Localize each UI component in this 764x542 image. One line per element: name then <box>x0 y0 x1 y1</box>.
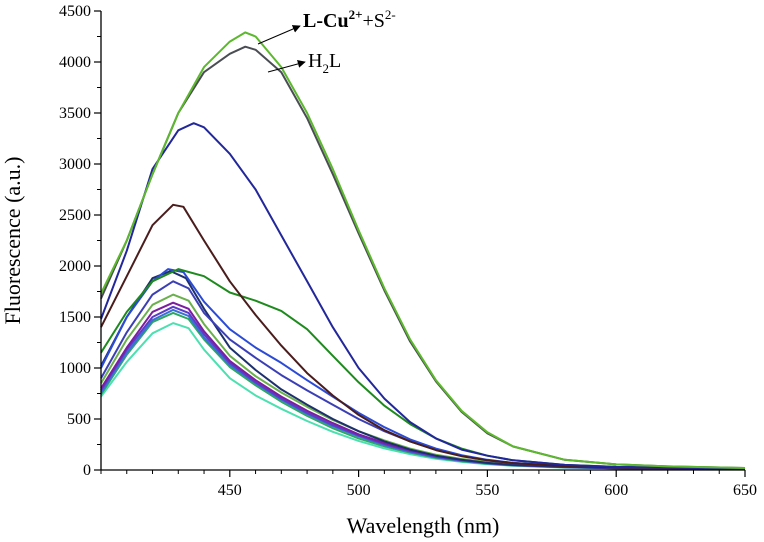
series-line-3 <box>100 203 746 470</box>
x-axis-title: Wavelength (nm) <box>347 513 500 538</box>
annotation-arrow <box>257 25 301 45</box>
y-tick-label: 1000 <box>59 360 91 377</box>
y-tick-label: 2500 <box>59 207 91 224</box>
annotation-rest: +S <box>363 10 385 32</box>
series-line-13 <box>100 322 746 471</box>
x-tick-label: 450 <box>218 482 242 499</box>
series-line-1 <box>100 45 746 469</box>
y-tick-label: 1500 <box>59 309 91 326</box>
annotation-layer: L-Cu2++S2- H2L <box>257 7 396 76</box>
series-layer <box>100 31 746 471</box>
annotation-sup: 2+ <box>349 7 363 22</box>
y-tick-label: 4500 <box>59 3 91 20</box>
annotation-main: L-Cu <box>303 10 349 32</box>
annotation-main: H <box>308 50 322 72</box>
annotation-label: L-Cu2++S2- <box>303 7 396 32</box>
y-axis-title: Fluorescence (a.u.) <box>0 157 25 325</box>
y-tick-label: 500 <box>67 411 91 428</box>
y-tick-label: 3500 <box>59 105 91 122</box>
y-tick-label: 2000 <box>59 258 91 275</box>
annotation-sup2: 2- <box>385 7 396 22</box>
series-line-7 <box>100 270 746 470</box>
series-line-2 <box>100 122 746 470</box>
y-tick-label: 0 <box>83 462 91 479</box>
x-tick-label: 550 <box>475 482 499 499</box>
x-tick-label: 600 <box>604 482 628 499</box>
annotation-arrow <box>267 60 306 73</box>
annotation-sub: 2 <box>322 61 329 76</box>
annotation-rest: L <box>329 50 341 72</box>
y-tick-label: 3000 <box>59 156 91 173</box>
series-line-0 <box>100 31 746 469</box>
series-line-6 <box>100 280 746 470</box>
y-tick-label: 4000 <box>59 54 91 71</box>
annotation-label: H2L <box>308 50 341 76</box>
x-tick-label: 650 <box>733 482 757 499</box>
x-tick-label: 500 <box>347 482 371 499</box>
